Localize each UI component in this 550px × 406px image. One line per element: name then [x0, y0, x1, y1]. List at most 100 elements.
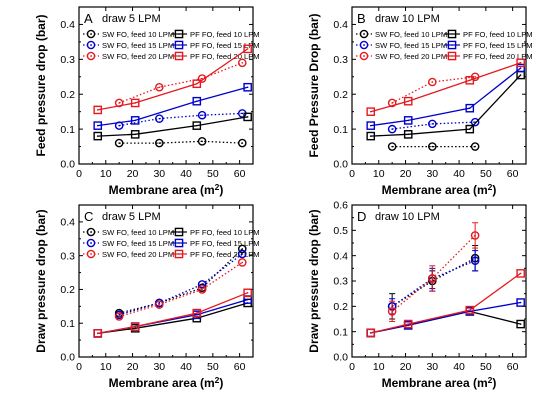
- legend-swatch-marker: [174, 227, 184, 237]
- y-tick-label: 0.2: [333, 89, 348, 101]
- series-line: [97, 292, 248, 335]
- x-tick-label: 30: [153, 361, 165, 373]
- x-tick-label: 0: [349, 168, 355, 180]
- legend-swatch-marker-dot: [451, 44, 453, 46]
- data-point-dot: [519, 62, 522, 64]
- series-line: [370, 301, 521, 334]
- data-point-dot: [474, 145, 476, 148]
- data-point: [155, 82, 164, 92]
- data-point-dot: [431, 81, 434, 83]
- series-line: [370, 74, 522, 137]
- data-point-dot: [158, 303, 161, 306]
- y-tick-label: 0.3: [333, 54, 348, 66]
- data-point: [470, 142, 480, 151]
- data-point-dot: [195, 124, 198, 127]
- y-tick-label: 0.5: [333, 225, 348, 237]
- data-point: [155, 138, 164, 148]
- legend-swatch-marker-dot: [178, 55, 180, 57]
- legend-item: PF FO, feed 20 LPM: [444, 51, 533, 61]
- data-point-dot: [134, 325, 137, 328]
- x-tick-label: 10: [373, 168, 385, 180]
- x-tick-label: 30: [426, 361, 438, 373]
- data-point: [366, 121, 376, 130]
- data-point-dot: [468, 309, 471, 311]
- data-point: [243, 288, 252, 298]
- data-point: [237, 258, 247, 267]
- data-point: [93, 329, 103, 338]
- series: [366, 269, 525, 338]
- data-point-dot: [519, 67, 522, 69]
- data-point-dot: [201, 114, 203, 116]
- data-point: [197, 110, 207, 120]
- y-tick-label: 0.2: [60, 89, 75, 101]
- data-point: [387, 307, 397, 316]
- legend-item: PF FO, feed 15 LPM: [444, 40, 533, 50]
- panel-d: 0 10 20 30 40 50 60 0.0 0.1 0.2 0.3 0.4 0.5 0.6 Membra…: [307, 200, 527, 390]
- series: [93, 112, 252, 141]
- plot-frame: [78, 204, 254, 358]
- y-tick-label: 0.0: [60, 159, 75, 171]
- data-point: [403, 319, 413, 329]
- legend-swatch-marker-dot: [178, 231, 180, 233]
- legend-swatch-marker-dot: [90, 253, 92, 255]
- data-point-dot: [96, 124, 99, 127]
- panel-b: 0 10 20 30 40 50 60 0.0 0.1 0.2 0.3 0.4 Membrane are…: [307, 6, 533, 197]
- data-point: [243, 44, 252, 54]
- data-point-dot: [118, 313, 120, 316]
- legend-item: SW FO, feed 20 LPM: [83, 51, 174, 61]
- data-point: [155, 300, 164, 309]
- y-axis-label: Draw pressure drop (bar): [34, 209, 48, 352]
- series: [366, 58, 525, 116]
- legend-swatch-marker: [86, 40, 96, 50]
- legend-item: SW FO, feed 20 LPM: [83, 249, 174, 259]
- x-axis-label-text: Membrane area (m: [109, 376, 215, 390]
- legend-swatch-marker: [447, 51, 457, 61]
- x-axis-label: Membrane area (m2): [382, 182, 497, 197]
- legend-item: SW FO, feed 10 LPM: [83, 29, 174, 39]
- legend-item: PF FO, feed 20 LPM: [171, 249, 260, 259]
- legend-label: SW FO, feed 20 LPM: [375, 52, 447, 61]
- data-point: [197, 280, 207, 289]
- data-point: [366, 131, 376, 141]
- data-point-dot: [201, 283, 203, 286]
- series: [366, 298, 525, 338]
- legend-swatch-marker: [174, 51, 184, 61]
- x-tick-label: 0: [76, 168, 82, 180]
- series-line: [119, 253, 243, 316]
- x-tick-label: 40: [180, 168, 192, 180]
- x-tick-label: 10: [373, 361, 385, 373]
- y-tick-label: 0.4: [333, 19, 348, 31]
- panel-title: draw 10 LPM: [375, 13, 440, 25]
- x-tick-label: 20: [127, 168, 139, 180]
- data-point-dot: [118, 315, 120, 318]
- y-axis-label: Feed pressure drop (bar): [34, 14, 48, 156]
- data-point-dot: [246, 116, 249, 118]
- x-tick-label: 50: [480, 168, 492, 180]
- series-line: [97, 116, 248, 137]
- panel-a: 0 10 20 30 40 50 60 0.0 0.1 0.2 0.3 0.4 Membrane are…: [34, 6, 260, 197]
- x-tick-label: 10: [100, 168, 112, 180]
- series: [366, 307, 525, 338]
- data-point: [465, 124, 475, 134]
- legend-swatch-marker-dot: [178, 44, 180, 46]
- legend-label: PF FO, feed 10 LPM: [190, 228, 260, 237]
- data-point-dot: [96, 332, 99, 335]
- data-point-dot: [134, 119, 137, 122]
- legend-item: SW FO, feed 15 LPM: [83, 40, 174, 50]
- legend-swatch-marker: [359, 29, 369, 39]
- x-axis-label-text: Membrane area (m: [109, 183, 215, 197]
- legend-swatch-marker-dot: [178, 253, 180, 255]
- plot-frame: [351, 204, 527, 358]
- data-point-dot: [391, 102, 393, 104]
- data-point-dot: [369, 110, 372, 113]
- legend-item: SW FO, feed 15 LPM: [83, 238, 174, 248]
- x-tick-label: 50: [480, 361, 492, 373]
- legend-label: SW FO, feed 15 LPM: [375, 41, 447, 50]
- data-point-dot: [201, 288, 203, 291]
- data-point: [243, 82, 252, 92]
- data-point: [130, 116, 140, 125]
- data-point: [114, 312, 124, 321]
- data-point-dot: [246, 48, 249, 50]
- data-point: [197, 74, 207, 83]
- series-line: [119, 112, 243, 127]
